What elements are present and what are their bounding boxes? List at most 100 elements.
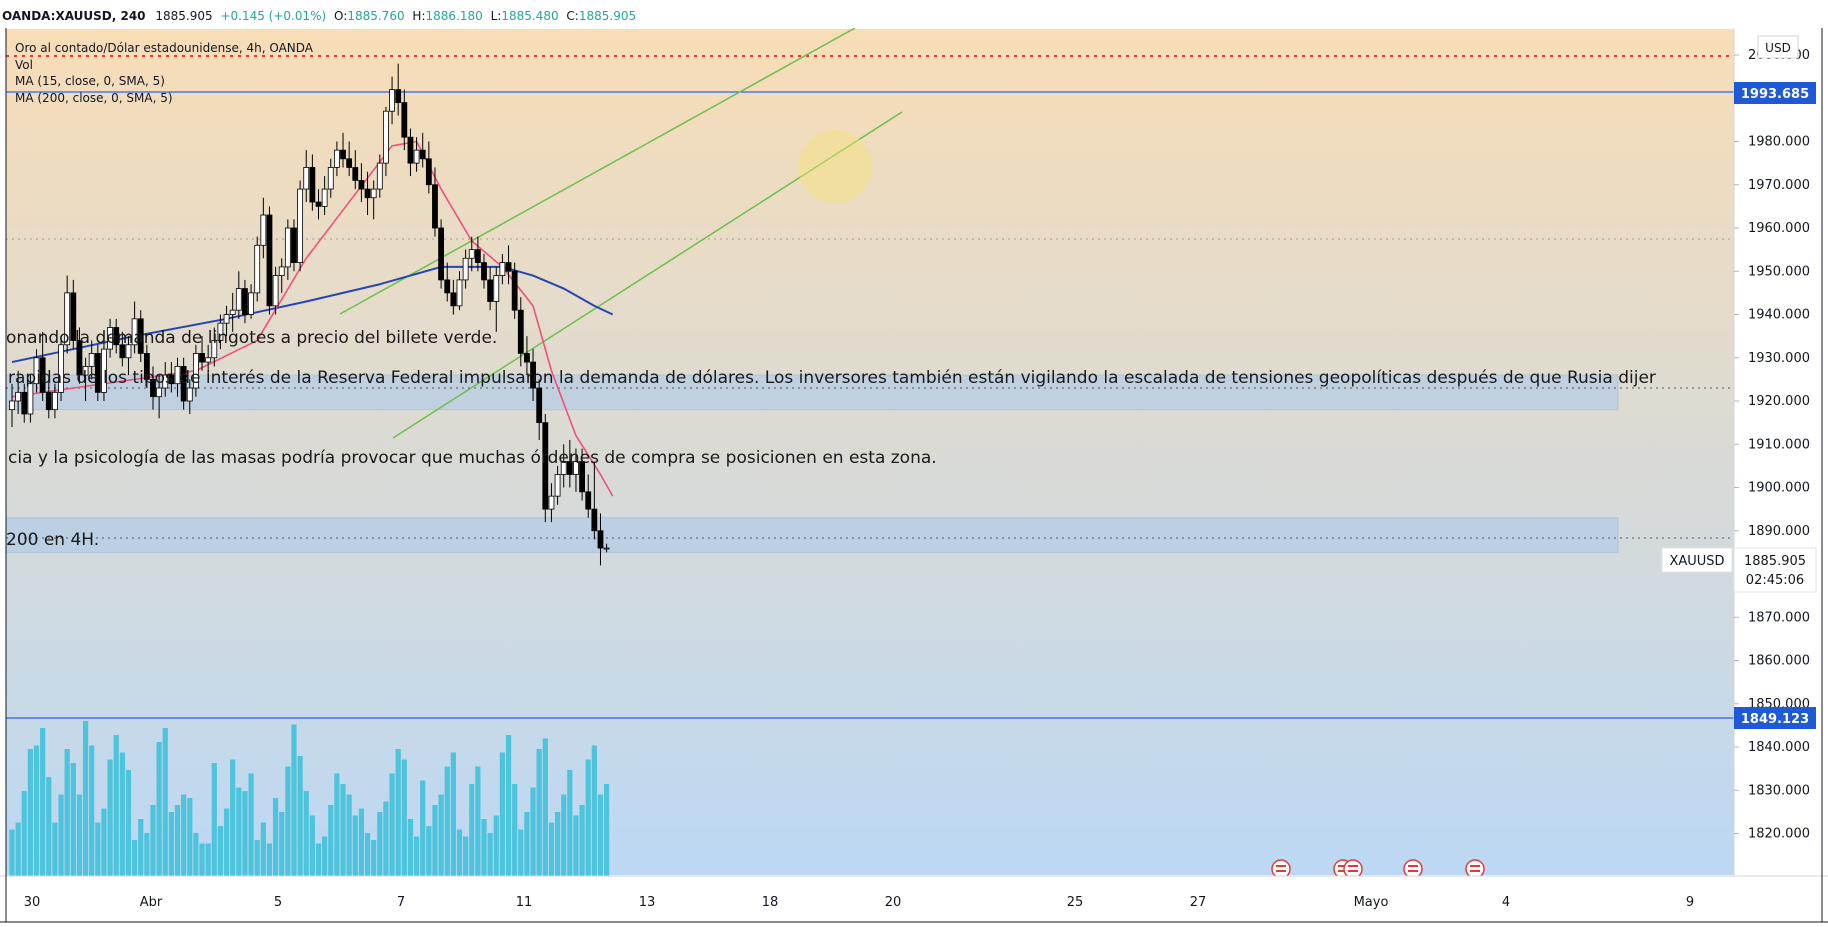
volume-bar bbox=[524, 812, 530, 882]
volume-bar bbox=[211, 763, 217, 882]
volume-bar bbox=[15, 822, 21, 882]
volume-bar bbox=[223, 808, 230, 882]
price-label-bottom-bg bbox=[1734, 707, 1816, 729]
legend-ma15[interactable]: MA (15, close, 0, SMA, 5) bbox=[15, 74, 165, 88]
time-axis-labels: 30 Abr 5 7 11 13 18 20 25 27 Mayo 4 9 bbox=[24, 895, 1694, 910]
volume-bar bbox=[518, 829, 524, 882]
price-axis-bg[interactable] bbox=[1734, 28, 1828, 876]
candle-down bbox=[94, 353, 101, 393]
volume-bar bbox=[193, 833, 199, 882]
volume-bar bbox=[604, 784, 610, 882]
candle-down bbox=[291, 227, 297, 263]
volume-bar bbox=[230, 759, 236, 882]
volume-bar bbox=[132, 840, 138, 882]
candle-up bbox=[254, 244, 261, 294]
volume-bar bbox=[438, 794, 444, 882]
currency-label[interactable]: USD bbox=[1765, 41, 1791, 55]
volume-bar bbox=[40, 728, 46, 882]
volume-bar bbox=[33, 745, 40, 882]
candle-up bbox=[235, 288, 242, 311]
volume-bar bbox=[119, 752, 125, 882]
volume-bar bbox=[315, 843, 322, 882]
candle-down bbox=[585, 491, 592, 510]
candle-up bbox=[217, 322, 224, 341]
volume-bar bbox=[162, 728, 168, 882]
event-flag-icon-stripe bbox=[1470, 865, 1480, 867]
candle-down bbox=[511, 270, 518, 311]
time-axis-label: 20 bbox=[885, 895, 902, 910]
candle-down bbox=[346, 158, 353, 168]
volume-bar bbox=[260, 822, 266, 882]
event-flag-icon-stripe bbox=[1338, 870, 1348, 872]
candle-down bbox=[524, 353, 530, 363]
candle-down bbox=[242, 288, 248, 315]
volume-bar bbox=[389, 773, 395, 882]
candle-down bbox=[266, 214, 273, 307]
volume-bar bbox=[469, 784, 475, 882]
volume-bar bbox=[542, 738, 548, 882]
candle-up bbox=[248, 292, 254, 315]
candle-up bbox=[303, 167, 310, 190]
header-line: OANDA:XAUUSD, 240 1885.905 +0.145 (+0.01… bbox=[2, 9, 636, 23]
volume-bar bbox=[358, 808, 365, 882]
candle-down bbox=[340, 149, 346, 160]
time-axis-label: 9 bbox=[1686, 895, 1694, 910]
volume-bar bbox=[334, 773, 340, 882]
volume-bar bbox=[371, 840, 377, 882]
volume-bar bbox=[101, 808, 107, 882]
close-value: 1885.905 bbox=[579, 9, 636, 23]
time-axis-bg[interactable] bbox=[0, 876, 1828, 927]
highlight-circle bbox=[798, 130, 872, 204]
symbol-label[interactable]: OANDA:XAUUSD, 240 bbox=[2, 9, 146, 23]
annotation-line-1: onando la demanda de lingotes a precio d… bbox=[6, 328, 497, 348]
event-flag-icon-stripe bbox=[1348, 865, 1358, 867]
candle-up bbox=[58, 344, 64, 393]
volume-bar bbox=[205, 843, 211, 882]
candles bbox=[9, 63, 610, 566]
candle-up bbox=[554, 474, 561, 497]
volume-bar bbox=[138, 819, 144, 882]
candle-up bbox=[297, 188, 304, 263]
candle-up bbox=[27, 383, 34, 415]
low-label: L: bbox=[491, 9, 502, 23]
text-annotations: onando la demanda de lingotes a precio d… bbox=[6, 328, 1656, 550]
candle-up bbox=[376, 162, 383, 190]
volume-bar bbox=[113, 735, 119, 882]
legend-ma200[interactable]: MA (200, close, 0, SMA, 5) bbox=[15, 91, 173, 105]
candle-down bbox=[542, 422, 549, 510]
candle-up bbox=[260, 214, 267, 246]
candle-up bbox=[33, 357, 40, 385]
volume-bar bbox=[303, 791, 309, 882]
volume-bar bbox=[493, 815, 499, 882]
candle-down bbox=[70, 292, 77, 341]
header-change: +0.145 (+0.01%) bbox=[220, 9, 326, 23]
volume-bar bbox=[174, 805, 181, 882]
volume-bar bbox=[199, 843, 205, 882]
price-label-bottom: 1849.123 bbox=[1741, 712, 1809, 727]
volume-bar bbox=[346, 794, 352, 882]
volume-bar bbox=[64, 749, 70, 882]
price-tick-label: 1890.000 bbox=[1748, 524, 1810, 539]
candle-up bbox=[321, 188, 328, 207]
legend-vol[interactable]: Vol bbox=[15, 58, 33, 72]
volume-bar bbox=[548, 822, 555, 882]
candle-up bbox=[223, 314, 230, 324]
candle-down bbox=[517, 309, 524, 354]
candle-down bbox=[474, 249, 481, 264]
candle-down bbox=[39, 357, 46, 393]
annotation-line-2: rapidas de los tipos de interés de la Re… bbox=[8, 368, 1656, 388]
currency-box[interactable] bbox=[1757, 35, 1799, 59]
candle-up bbox=[101, 348, 107, 393]
volume-bar bbox=[432, 805, 438, 882]
legend-title[interactable]: Oro al contado/Dólar estadounidense, 4h,… bbox=[15, 41, 314, 55]
last-price-box bbox=[1733, 547, 1817, 593]
time-axis-label: 7 bbox=[397, 895, 405, 910]
channel-upper-line bbox=[339, 27, 856, 315]
candle-down bbox=[113, 327, 120, 346]
candle-up bbox=[156, 387, 163, 398]
volume-bar bbox=[561, 794, 567, 882]
volume-bar bbox=[512, 784, 518, 882]
candle-up bbox=[468, 249, 475, 259]
candle-down bbox=[364, 188, 371, 199]
